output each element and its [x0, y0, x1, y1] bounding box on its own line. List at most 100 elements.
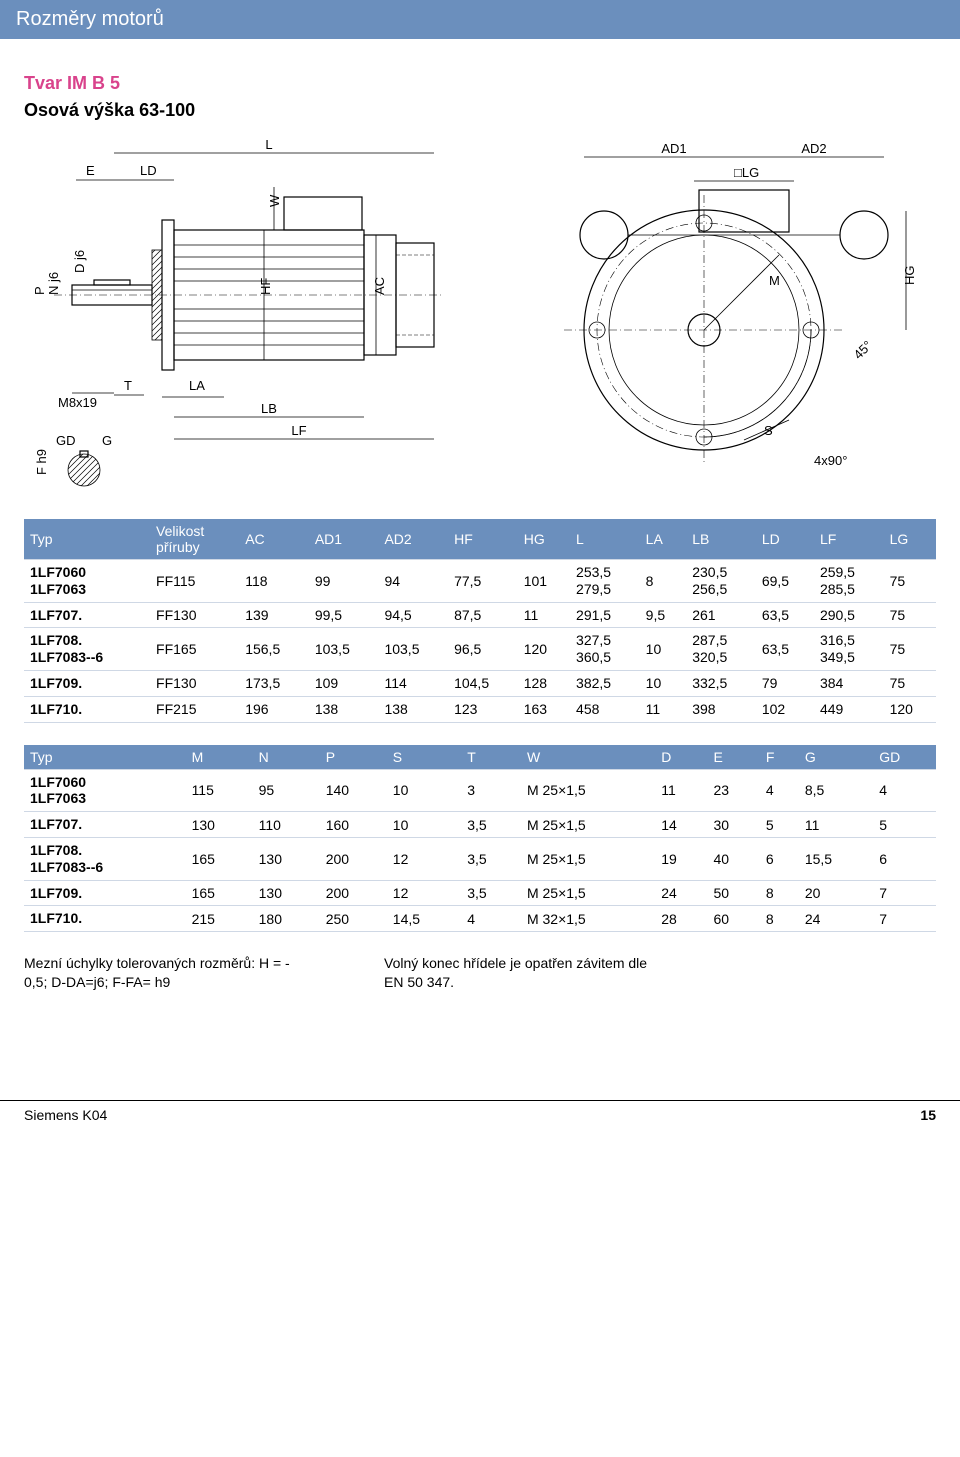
table2-header: W [521, 745, 655, 770]
table1-cell: 63,5 [756, 602, 814, 628]
table2-cell: 8 [760, 880, 799, 906]
table2-cell: 165 [186, 880, 253, 906]
table2-cell: M 25×1,5 [521, 837, 655, 880]
dimensions-table-2: TypMNPSTWDEFGGD 1LF70601LF70631159514010… [24, 745, 936, 933]
table1-cell: 94,5 [378, 602, 448, 628]
table1-header: LA [640, 519, 687, 560]
svg-text:LB: LB [261, 401, 277, 416]
table1-cell: 287,5320,5 [686, 628, 756, 671]
svg-text:□LG: □LG [734, 165, 759, 180]
table1-cell: 99,5 [309, 602, 379, 628]
table2-cell: 250 [320, 906, 387, 932]
table2-typ-cell: 1LF708.1LF7083--6 [24, 837, 186, 880]
table1-header: LB [686, 519, 756, 560]
svg-text:P: P [32, 286, 47, 295]
svg-text:HF: HF [258, 278, 273, 295]
table1-header: AD1 [309, 519, 379, 560]
svg-text:45°: 45° [851, 338, 876, 363]
table2-cell: 3,5 [461, 880, 521, 906]
table1-cell: 79 [756, 670, 814, 696]
table2-cell: 30 [708, 812, 760, 838]
table2-cell: 24 [799, 906, 873, 932]
table1-header: AC [239, 519, 309, 560]
table2-cell: 7 [873, 906, 936, 932]
table2-cell: 12 [387, 880, 461, 906]
dimensions-table-1: TypVelikostpřírubyACAD1AD2HFHGLLALBLDLFL… [24, 519, 936, 723]
footer-page-number: 15 [920, 1107, 936, 1123]
table1-cell: FF215 [150, 696, 239, 722]
table1-cell: 382,5 [570, 670, 640, 696]
table2-cell: 160 [320, 812, 387, 838]
table2-cell: 200 [320, 880, 387, 906]
motor-front-diagram: AD1 AD2 □LG M [514, 135, 934, 495]
table1-cell: 75 [884, 602, 936, 628]
table2-header: Typ [24, 745, 186, 770]
table1-cell: 458 [570, 696, 640, 722]
section-osova: Osová výška 63-100 [24, 100, 936, 121]
table2-cell: 180 [253, 906, 320, 932]
table2-cell: 23 [708, 769, 760, 812]
table2-cell: 19 [655, 837, 707, 880]
table2-row: 1LF70601LF706311595140103M 25×1,5112348,… [24, 769, 936, 812]
svg-text:W: W [267, 194, 282, 207]
table2-cell: 20 [799, 880, 873, 906]
table1-cell: 11 [518, 602, 570, 628]
table1-cell: 11 [640, 696, 687, 722]
table1-cell: 384 [814, 670, 884, 696]
svg-text:F h9: F h9 [34, 449, 49, 475]
table1-cell: 109 [309, 670, 379, 696]
table1-cell: 103,5 [309, 628, 379, 671]
note-left: Mezní úchylky tolerovaných rozměrů: H = … [24, 954, 304, 992]
table1-cell: 104,5 [448, 670, 518, 696]
table2-cell: 12 [387, 837, 461, 880]
table1-cell: 163 [518, 696, 570, 722]
table1-cell: 103,5 [378, 628, 448, 671]
table2-header: E [708, 745, 760, 770]
table2-cell: 10 [387, 812, 461, 838]
table1-cell: 75 [884, 628, 936, 671]
table2-row: 1LF708.1LF7083--6165130200123,5M 25×1,51… [24, 837, 936, 880]
section-tvar: Tvar IM B 5 [24, 73, 936, 94]
table2-cell: 130 [253, 880, 320, 906]
table1-header: Typ [24, 519, 150, 560]
table2-header: N [253, 745, 320, 770]
svg-text:AC: AC [372, 277, 387, 295]
table1-cell: 291,5 [570, 602, 640, 628]
table1-typ-cell: 1LF709. [24, 670, 150, 696]
page-footer: Siemens K04 15 [0, 1100, 960, 1143]
page-title: Rozměry motorů [16, 8, 164, 30]
table2-cell: 3,5 [461, 812, 521, 838]
table1-cell: 120 [884, 696, 936, 722]
table1-cell: 10 [640, 670, 687, 696]
svg-text:LF: LF [291, 423, 306, 438]
table2-cell: 11 [799, 812, 873, 838]
table2-header: G [799, 745, 873, 770]
table2-cell: 130 [253, 837, 320, 880]
svg-text:HG: HG [902, 266, 917, 286]
footer-left: Siemens K04 [24, 1107, 107, 1123]
table1-cell: 63,5 [756, 628, 814, 671]
table1-header: LF [814, 519, 884, 560]
table2-cell: 14,5 [387, 906, 461, 932]
table2-cell: M 25×1,5 [521, 880, 655, 906]
svg-text:L: L [265, 137, 272, 152]
table2-typ-cell: 1LF710. [24, 906, 186, 932]
content-area: Tvar IM B 5 Osová výška 63-100 L E LD W [0, 39, 960, 1040]
table1-cell: 118 [239, 560, 309, 603]
table2-header: GD [873, 745, 936, 770]
table1-cell: 102 [756, 696, 814, 722]
table2-cell: 7 [873, 880, 936, 906]
svg-text:AD2: AD2 [801, 141, 826, 156]
table1-cell: FF165 [150, 628, 239, 671]
svg-text:LA: LA [189, 378, 205, 393]
svg-text:T: T [124, 378, 132, 393]
table1-cell: 398 [686, 696, 756, 722]
table2-cell: 95 [253, 769, 320, 812]
table1-cell: 332,5 [686, 670, 756, 696]
table2-cell: 215 [186, 906, 253, 932]
table1-typ-cell: 1LF70601LF7063 [24, 560, 150, 603]
table1-cell: 253,5279,5 [570, 560, 640, 603]
table1-header: LD [756, 519, 814, 560]
notes-row: Mezní úchylky tolerovaných rozměrů: H = … [24, 954, 936, 992]
table1-cell: 138 [309, 696, 379, 722]
